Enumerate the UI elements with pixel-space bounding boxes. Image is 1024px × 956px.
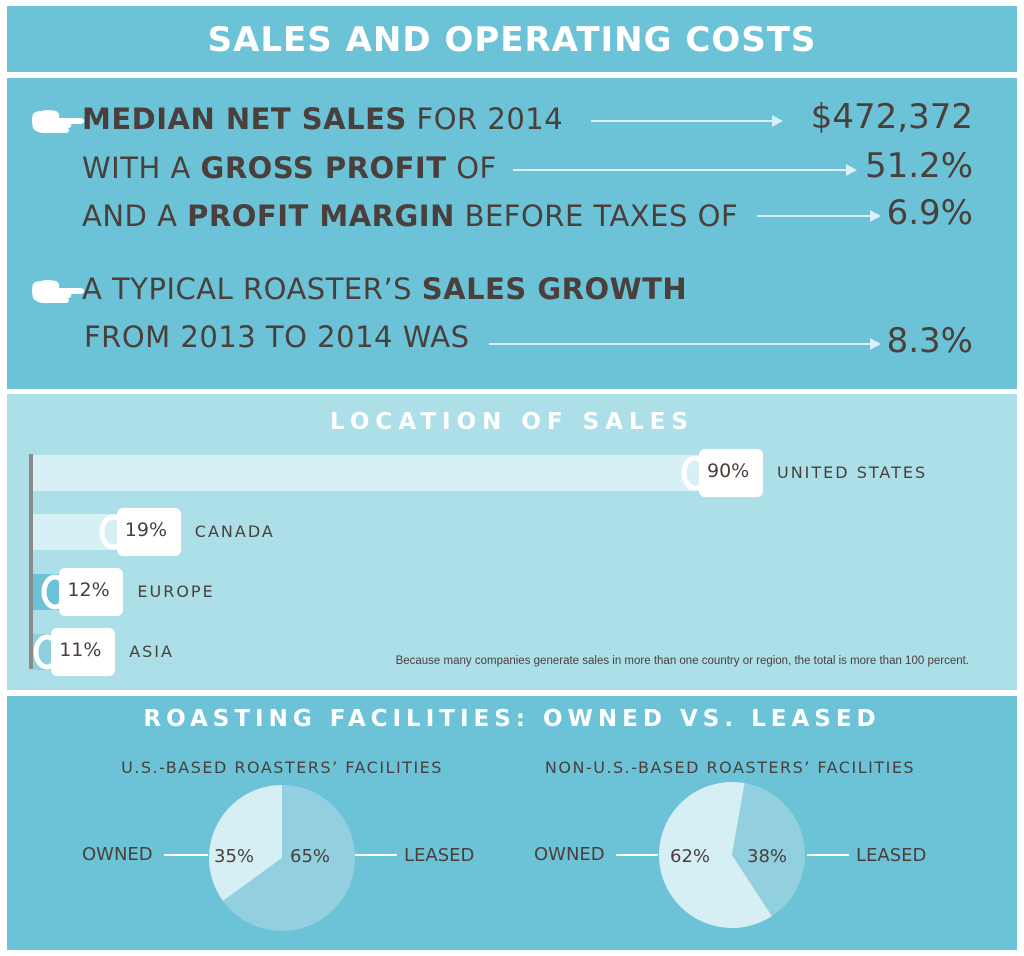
pie-leader-line bbox=[616, 854, 658, 856]
coffee-mug-icon bbox=[33, 628, 116, 676]
pie-slice-owned bbox=[209, 785, 282, 901]
stat-text: FROM 2013 TO 2014 WAS bbox=[84, 320, 470, 354]
pie-chart-us bbox=[209, 785, 355, 931]
stat-text: BEFORE TAXES OF bbox=[454, 199, 739, 233]
stat-bold-text: PROFIT MARGIN bbox=[187, 199, 455, 233]
title-band: SALES AND OPERATING COSTS bbox=[7, 6, 1017, 72]
pointing-hand-icon bbox=[32, 110, 85, 134]
bar-category-label: EUROPE bbox=[137, 582, 215, 601]
stat-value-sales-growth: 8.3% bbox=[886, 321, 973, 361]
pie-category-label: LEASED bbox=[404, 845, 475, 866]
page-title: SALES AND OPERATING COSTS bbox=[207, 20, 817, 60]
stat-line-net-sales: MEDIAN NET SALES FOR 2014 bbox=[82, 102, 563, 136]
pie-slice-leased bbox=[732, 783, 805, 917]
arrow-line bbox=[757, 210, 881, 222]
bar-category-label: ASIA bbox=[129, 642, 174, 661]
arrow-line bbox=[513, 164, 857, 176]
stat-bold-text: MEDIAN NET SALES bbox=[82, 102, 407, 136]
stat-bold-text: SALES GROWTH bbox=[421, 272, 688, 306]
stat-line-growth-period: FROM 2013 TO 2014 WAS bbox=[84, 320, 470, 354]
bar-value-label: 90% bbox=[707, 460, 750, 482]
bar-axis bbox=[29, 454, 33, 669]
coffee-mug-icon bbox=[41, 568, 124, 616]
pie-leader-line bbox=[164, 854, 208, 856]
pie-slice-leased bbox=[222, 785, 355, 931]
location-chart-title: LOCATION OF SALES bbox=[330, 409, 694, 435]
stat-text: WITH A bbox=[82, 151, 201, 185]
bar-united-states bbox=[33, 455, 731, 491]
stat-text: FOR 2014 bbox=[406, 102, 564, 136]
pie-leader-line bbox=[807, 854, 849, 856]
arrow-line bbox=[489, 338, 881, 350]
pie-caption-non-us: NON-U.S.-BASED ROASTERS’ FACILITIES bbox=[544, 758, 916, 777]
pie-slice-owned bbox=[659, 782, 772, 928]
pie-value-label: 35% bbox=[214, 846, 255, 867]
stat-line-sales-growth: A TYPICAL ROASTER’S SALES GROWTH bbox=[82, 272, 687, 306]
pie-category-label: OWNED bbox=[82, 844, 153, 865]
stat-value-gross-profit: 51.2% bbox=[864, 146, 973, 186]
location-of-sales-panel: LOCATION OF SALES 90% UNITED STATES 19% CAN… bbox=[7, 394, 1017, 690]
pie-category-label: OWNED bbox=[534, 844, 605, 865]
pie-leader-line bbox=[355, 854, 397, 856]
pie-value-label: 65% bbox=[290, 846, 331, 867]
facilities-chart-title: ROASTING FACILITIES: OWNED VS. LEASED bbox=[143, 706, 881, 732]
coffee-mug-icon bbox=[681, 449, 763, 497]
stats-panel: MEDIAN NET SALES FOR 2014 $472,372 WITH … bbox=[7, 78, 1017, 389]
stat-bold-text: GROSS PROFIT bbox=[200, 151, 447, 185]
location-footnote: Because many companies generate sales in… bbox=[395, 655, 969, 667]
arrow-line bbox=[591, 115, 783, 127]
stat-text: OF bbox=[446, 151, 497, 185]
stat-line-gross-profit: WITH A GROSS PROFIT OF bbox=[82, 151, 497, 185]
bar-value-label: 19% bbox=[124, 519, 168, 541]
coffee-mug-icon bbox=[99, 508, 181, 556]
pie-caption-us: U.S.-BASED ROASTERS’ FACILITIES bbox=[121, 758, 443, 777]
pointing-hand-icon bbox=[32, 280, 85, 304]
pie-chart-non-us bbox=[659, 782, 805, 928]
bar-value-label: 12% bbox=[67, 579, 110, 601]
stat-text: AND A bbox=[82, 199, 188, 233]
bar-value-label: 11% bbox=[59, 639, 102, 661]
bar-category-label: UNITED STATES bbox=[777, 463, 928, 482]
facilities-panel: ROASTING FACILITIES: OWNED VS. LEASED U.… bbox=[7, 696, 1017, 950]
bar-category-label: CANADA bbox=[194, 522, 275, 541]
pie-value-label: 62% bbox=[670, 846, 711, 867]
stat-value-profit-margin: 6.9% bbox=[886, 193, 973, 233]
stat-text: A TYPICAL ROASTER’S bbox=[82, 272, 422, 306]
pie-category-label: LEASED bbox=[856, 845, 927, 866]
stat-value-net-sales: $472,372 bbox=[810, 97, 973, 137]
pie-value-label: 38% bbox=[747, 846, 788, 867]
stat-line-profit-margin: AND A PROFIT MARGIN BEFORE TAXES OF bbox=[82, 199, 738, 233]
